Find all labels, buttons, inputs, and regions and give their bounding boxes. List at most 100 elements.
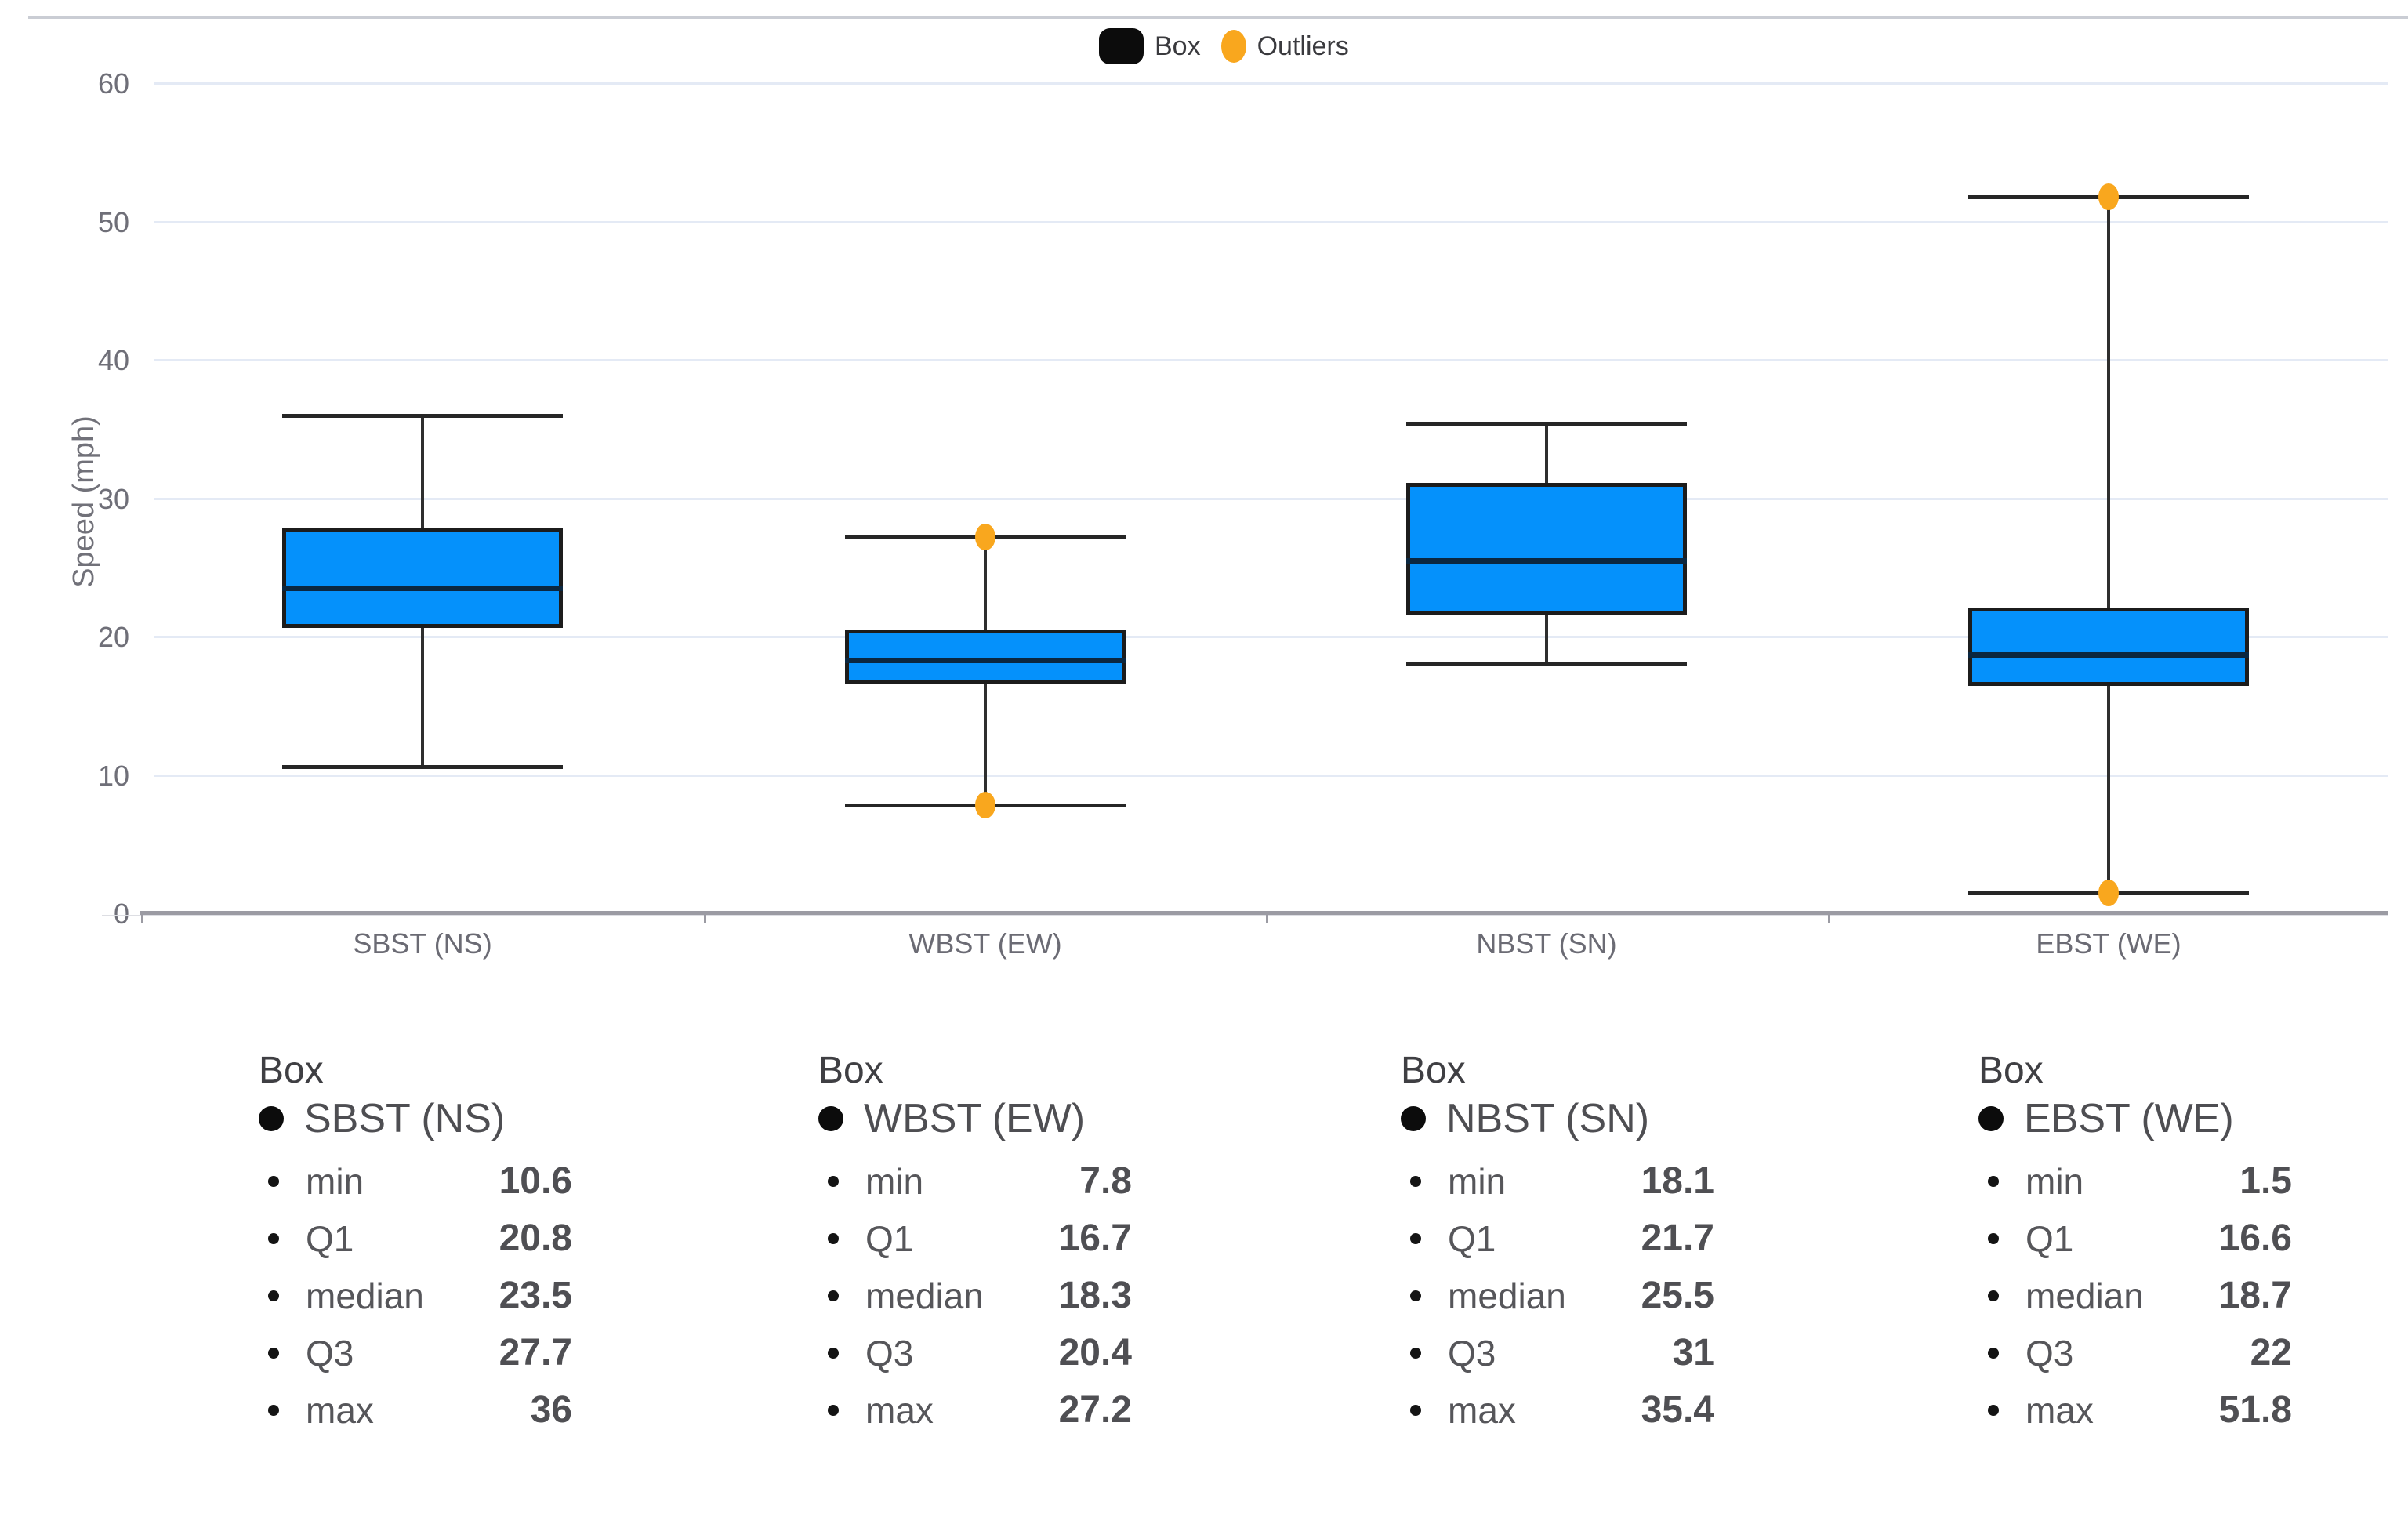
stat-row-q1: Q1 16.6 (1978, 1210, 2292, 1267)
x-axis-line (140, 911, 2388, 915)
bullet-icon (268, 1404, 279, 1416)
stat-row-min: min 1.5 (1978, 1152, 2292, 1210)
outlier-dot[interactable] (975, 524, 995, 550)
x-axis-tick-2 (1266, 911, 1268, 923)
x-category-label: EBST (WE) (2036, 927, 2181, 960)
median-line[interactable] (845, 658, 1126, 663)
y-tick-label-0: 0 (113, 898, 129, 930)
whisker-line[interactable] (2107, 197, 2110, 893)
series-name: NBST (SN) (1446, 1096, 1650, 1141)
stat-label: median (865, 1275, 984, 1316)
top-divider-line (28, 16, 2408, 19)
outlier-dot[interactable] (975, 792, 995, 818)
stat-label: min (865, 1160, 924, 1202)
whisker-cap-max[interactable] (1406, 422, 1687, 426)
card-rows: min 18.1 Q1 21.7 median 25.5 Q3 31 max 35.4 (1401, 1152, 1714, 1439)
stat-label: Q3 (1448, 1332, 1496, 1373)
stat-row-q3: Q3 22 (1978, 1324, 2292, 1381)
median-line[interactable] (282, 586, 563, 591)
stat-value: 20.8 (499, 1217, 572, 1259)
card-title: Box (1978, 1050, 2044, 1091)
median-line[interactable] (1968, 652, 2249, 658)
x-category-label: WBST (EW) (908, 927, 1062, 960)
stat-value: 7.8 (1079, 1160, 1132, 1202)
stat-label: max (2025, 1389, 2094, 1431)
stat-row-q3: Q3 27.7 (259, 1324, 572, 1381)
stat-label: max (865, 1389, 934, 1431)
bullet-icon (828, 1404, 839, 1416)
series-name: WBST (EW) (864, 1096, 1086, 1141)
gridline-50 (154, 221, 2388, 223)
stat-label: max (1448, 1389, 1516, 1431)
stat-value: 21.7 (1641, 1217, 1714, 1259)
stat-row-q1: Q1 16.7 (818, 1210, 1132, 1267)
x-axis-tick-1 (704, 911, 706, 923)
stat-value: 27.7 (499, 1332, 572, 1373)
box-ebst-we-[interactable] (1968, 608, 2249, 686)
stat-row-min: min 10.6 (259, 1152, 572, 1210)
bullet-icon (268, 1290, 279, 1301)
stat-label: median (2025, 1275, 2144, 1316)
stat-label: min (1448, 1160, 1507, 1202)
stat-row-q1: Q1 21.7 (1401, 1210, 1714, 1267)
card-rows: min 10.6 Q1 20.8 median 23.5 Q3 27.7 max 36 (259, 1152, 572, 1439)
legend-box-label[interactable]: Box (1155, 31, 1201, 61)
stat-row-min: min 18.1 (1401, 1152, 1714, 1210)
stat-row-median: median 18.7 (1978, 1267, 2292, 1324)
bullet-icon (1988, 1232, 1999, 1244)
median-line[interactable] (1406, 558, 1687, 564)
stat-card-wbst-ew-: Box WBST (EW) min 7.8 Q1 16.7 median 18.3 Q3 20.4… (818, 1049, 1132, 1439)
series-dot-icon (1978, 1106, 2004, 1131)
box-wbst-ew-[interactable] (845, 630, 1126, 684)
chart-legend: Box Outliers (1099, 28, 1349, 64)
series-name: SBST (NS) (304, 1096, 506, 1141)
x-category-label: SBST (NS) (353, 927, 492, 960)
stat-value: 25.5 (1641, 1275, 1714, 1316)
stat-row-min: min 7.8 (818, 1152, 1132, 1210)
stat-row-median: median 23.5 (259, 1267, 572, 1324)
y-tick-label-50: 50 (97, 206, 129, 238)
stat-label: median (306, 1275, 424, 1316)
stat-row-max: max 35.4 (1401, 1381, 1714, 1439)
gridline-40 (154, 359, 2388, 361)
stat-label: max (306, 1389, 374, 1431)
bullet-icon (1988, 1404, 1999, 1416)
y-tick-label-30: 30 (97, 483, 129, 515)
stat-value: 20.4 (1058, 1332, 1132, 1373)
stat-row-median: median 25.5 (1401, 1267, 1714, 1324)
card-series-row: EBST (WE) (1978, 1094, 2292, 1143)
stat-card-ebst-we-: Box EBST (WE) min 1.5 Q1 16.6 median 18.7 Q3 22 ma… (1978, 1049, 2292, 1439)
stat-label: Q1 (865, 1217, 914, 1259)
legend-outlier-swatch[interactable] (1220, 30, 1246, 63)
stat-label: min (306, 1160, 364, 1202)
stat-label: Q1 (306, 1217, 354, 1259)
whisker-cap-min[interactable] (1406, 662, 1687, 666)
stat-label: Q1 (2025, 1217, 2074, 1259)
legend-outliers-label[interactable]: Outliers (1257, 31, 1349, 61)
stat-value: 36 (530, 1389, 572, 1431)
bullet-icon (268, 1347, 279, 1359)
stat-value: 10.6 (499, 1160, 572, 1202)
legend-box-swatch[interactable] (1099, 28, 1144, 64)
bullet-icon (1988, 1175, 1999, 1187)
box-nbst-sn-[interactable] (1406, 483, 1687, 615)
card-title: Box (259, 1050, 324, 1091)
series-dot-icon (818, 1106, 843, 1131)
gridline-30 (154, 498, 2388, 500)
outlier-dot[interactable] (2098, 183, 2119, 210)
whisker-cap-max[interactable] (282, 414, 563, 418)
bullet-icon (828, 1232, 839, 1244)
series-dot-icon (259, 1106, 284, 1131)
whisker-cap-min[interactable] (282, 765, 563, 769)
card-series-row: WBST (EW) (818, 1094, 1132, 1143)
stat-value: 51.8 (2218, 1389, 2292, 1431)
stat-value: 23.5 (499, 1275, 572, 1316)
box-sbst-ns-[interactable] (282, 528, 563, 628)
stat-value: 18.1 (1641, 1160, 1714, 1202)
outlier-dot[interactable] (2098, 880, 2119, 906)
x-axis-tick-3 (1828, 911, 1830, 923)
stat-row-q3: Q3 31 (1401, 1324, 1714, 1381)
bullet-icon (828, 1175, 839, 1187)
stat-label: Q3 (2025, 1332, 2074, 1373)
gridline-20 (154, 636, 2388, 638)
